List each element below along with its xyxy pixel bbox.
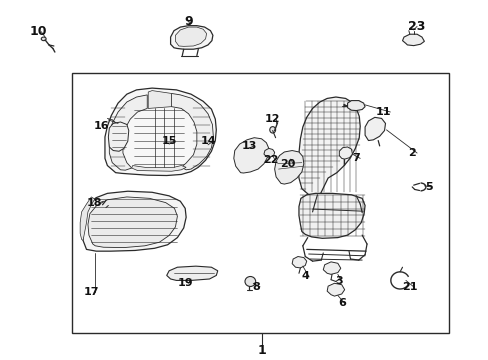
Text: 8: 8	[252, 282, 260, 292]
Text: 13: 13	[241, 141, 257, 151]
Text: 22: 22	[263, 155, 279, 165]
Text: 4: 4	[301, 271, 308, 281]
Polygon shape	[326, 283, 344, 296]
Polygon shape	[81, 191, 186, 251]
Polygon shape	[109, 95, 147, 170]
Text: 2: 2	[407, 148, 415, 158]
Polygon shape	[347, 100, 365, 111]
Ellipse shape	[269, 127, 275, 133]
Ellipse shape	[352, 103, 358, 108]
Ellipse shape	[244, 276, 255, 287]
Text: 15: 15	[161, 136, 177, 146]
Text: 12: 12	[264, 114, 280, 124]
Polygon shape	[297, 97, 360, 197]
Text: 21: 21	[401, 282, 417, 292]
Polygon shape	[233, 138, 268, 173]
Text: 7: 7	[352, 153, 360, 163]
Polygon shape	[148, 91, 171, 108]
Text: 18: 18	[87, 198, 102, 208]
Text: 6: 6	[337, 298, 345, 308]
Text: 5: 5	[425, 182, 432, 192]
Polygon shape	[88, 197, 177, 248]
Polygon shape	[339, 147, 352, 159]
Bar	[72, 73, 448, 333]
Polygon shape	[298, 193, 365, 238]
Polygon shape	[105, 88, 216, 176]
Polygon shape	[402, 34, 424, 46]
Polygon shape	[166, 266, 217, 280]
Text: 19: 19	[177, 278, 193, 288]
Polygon shape	[170, 26, 212, 49]
Polygon shape	[274, 150, 303, 184]
Text: 11: 11	[375, 107, 390, 117]
Text: 3: 3	[335, 276, 343, 287]
Polygon shape	[108, 122, 128, 151]
Polygon shape	[365, 117, 385, 140]
Polygon shape	[131, 166, 186, 171]
Text: 17: 17	[83, 287, 99, 297]
Text: 1: 1	[257, 344, 265, 357]
Text: 20: 20	[280, 159, 295, 169]
Text: 16: 16	[93, 121, 109, 131]
Polygon shape	[175, 27, 206, 46]
Polygon shape	[323, 262, 340, 274]
Polygon shape	[264, 148, 274, 157]
Polygon shape	[171, 94, 213, 170]
Text: 9: 9	[184, 14, 192, 27]
Ellipse shape	[41, 37, 46, 41]
Polygon shape	[291, 257, 306, 268]
Text: 10: 10	[29, 25, 46, 38]
Text: 14: 14	[200, 136, 215, 146]
Polygon shape	[80, 197, 95, 240]
Text: 23: 23	[407, 20, 425, 33]
